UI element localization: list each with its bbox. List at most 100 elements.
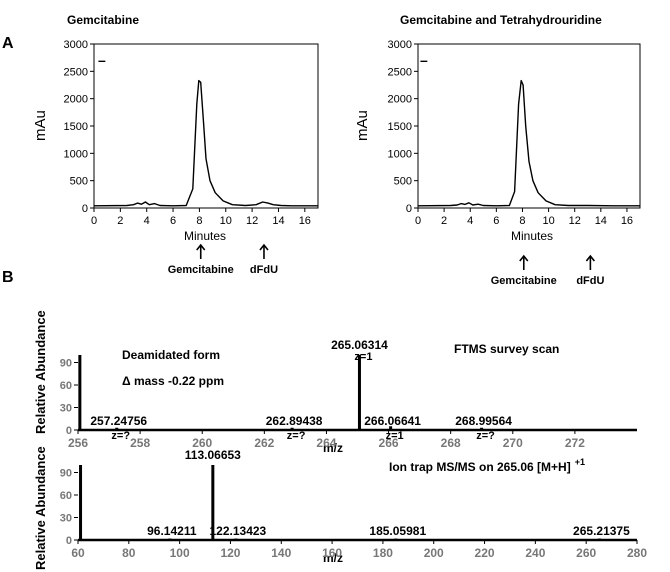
ion-trap-superscript: +1	[575, 457, 585, 467]
hplc-right-xtick-label: 16	[621, 215, 633, 227]
ms-survey-peak-label: 266.06641	[364, 414, 421, 428]
msms-y-label: Relative Abundance	[33, 446, 48, 570]
hplc-right-annotation-dfdu: dFdU	[576, 275, 604, 287]
deamidated-form-label: Deamidated form	[122, 348, 220, 362]
ms-msms-xtick-label: 160	[322, 546, 342, 560]
hplc-right-ytick-label: 1000	[388, 148, 412, 160]
hplc-left-xtick-label: 8	[196, 215, 202, 227]
ms-msms-peak-label: 96.14211	[147, 524, 197, 538]
ms-survey-xtick-label: 270	[503, 436, 523, 450]
ms-msms-peak-label: 122.13423	[210, 524, 267, 538]
ms-msms-xtick-label: 280	[627, 546, 647, 560]
ms-msms-xtick-label: 140	[271, 546, 291, 560]
ms-msms-xtick-label: 60	[71, 546, 85, 560]
ms-msms-xtick-label: 200	[424, 546, 444, 560]
hplc-right-ytick-label: 2000	[388, 94, 412, 106]
ms-survey-ytick-label: 0	[66, 425, 72, 437]
ms-survey-xtick-label: 258	[130, 436, 150, 450]
ms-msms-xtick-label: 100	[170, 546, 190, 560]
ms-survey-peak-charge: z=1	[386, 430, 404, 442]
ms-msms-ytick-label: 0	[66, 535, 72, 547]
ms-y-label: Relative Abundance	[33, 310, 48, 434]
hplc-right-xtick-label: 12	[569, 215, 581, 227]
ms-msms-xtick-label: 220	[475, 546, 495, 560]
hplc-right-trace	[417, 79, 640, 207]
hplc-left-xtick-label: 6	[170, 215, 176, 227]
ms-msms-ytick-label: 30	[60, 513, 72, 525]
left-chart-title: Gemcitabine	[67, 13, 139, 27]
ms-msms-peak-label: 185.05981	[369, 524, 426, 538]
hplc-right-annotation-gemcitabine: Gemcitabine	[491, 275, 557, 287]
panel-a-letter: A	[2, 35, 14, 52]
ms-survey-ytick-label: 60	[60, 380, 72, 392]
mass-error-label: Δ mass -0.22 ppm	[122, 374, 224, 388]
hplc-left-xtick-label: 14	[272, 215, 284, 227]
panel-b-letter: B	[2, 269, 14, 286]
hplc-left-ytick-label: 2000	[64, 94, 88, 106]
hplc-right-xtick-label: 8	[519, 215, 525, 227]
ms-msms-xtick-label: 120	[220, 546, 240, 560]
hplc-right-frame	[417, 43, 641, 209]
hplc-left-ytick-label: 1000	[64, 148, 88, 160]
ms-msms-peak-label: 113.06653	[185, 448, 241, 462]
ms-survey-peak-charge: z=?	[476, 430, 495, 442]
left-y-label: mAu	[32, 110, 49, 141]
hplc-left-xtick-label: 2	[117, 215, 123, 227]
ion-trap-text: Ion trap MS/MS on 265.06 [M+H]	[389, 460, 571, 474]
hplc-left-trace	[93, 79, 318, 207]
hplc-right-xtick-label: 0	[415, 215, 421, 227]
left-legend-mark: –	[98, 52, 106, 68]
hplc-right-xtick-label: 10	[542, 215, 554, 227]
hplc-left-xtick-label: 12	[246, 215, 258, 227]
hplc-left-xtick-label: 16	[299, 215, 311, 227]
hplc-right-ytick-label: 500	[394, 176, 412, 188]
ftms-survey-label: FTMS survey scan	[454, 342, 559, 356]
msms-x-label: m/z	[323, 551, 343, 565]
ms-survey-peak-label: 265.06314	[331, 338, 388, 352]
ms-x-label: m/z	[323, 441, 343, 455]
hplc-left-ytick-label: 2500	[64, 66, 88, 78]
hplc-right-ytick-label: 2500	[388, 66, 412, 78]
ms-survey-peak-charge: z=1	[354, 351, 372, 363]
ms-msms-xtick-label: 180	[373, 546, 393, 560]
right-chart-title: Gemcitabine and Tetrahydrouridine	[400, 13, 602, 27]
hplc-left-annotation-gemcitabine: Gemcitabine	[168, 264, 234, 276]
hplc-left-ytick-label: 3000	[64, 39, 88, 51]
hplc-left-ytick-label: 1500	[64, 121, 88, 133]
ms-survey-xtick-label: 272	[565, 436, 585, 450]
ms-survey-peak-charge: z=?	[287, 430, 306, 442]
hplc-right-xtick-label: 14	[595, 215, 607, 227]
hplc-left-frame	[93, 43, 319, 209]
ms-survey-xtick-label: 256	[68, 436, 88, 450]
hplc-left-annotation-dfdu: dFdU	[250, 264, 278, 276]
hplc-left-xtick-label: 4	[144, 215, 150, 227]
hplc-left-arrow-dfdu-head	[259, 243, 269, 251]
ms-msms-peak-label: 265.21375	[573, 524, 630, 538]
ms-survey-peak-charge: z=?	[111, 430, 130, 442]
ms-survey-ytick-label: 90	[60, 358, 72, 370]
hplc-right-xtick-label: 2	[441, 215, 447, 227]
left-x-label: Minutes	[184, 229, 226, 243]
ion-trap-label: Ion trap MS/MS on 265.06 [M+H] +1	[389, 457, 585, 474]
ms-msms-xtick-label: 80	[122, 546, 136, 560]
ms-survey-ytick-label: 30	[60, 403, 72, 415]
hplc-left-arrow-gemcitabine-head	[196, 243, 206, 251]
hplc-left-xtick-label: 10	[220, 215, 232, 227]
hplc-right-xtick-label: 6	[493, 215, 499, 227]
hplc-right-ytick-label: 3000	[388, 39, 412, 51]
hplc-right-xtick-label: 4	[467, 215, 473, 227]
ms-survey-peak-label: 262.89438	[266, 414, 323, 428]
ms-survey-peak-label: 268.99564	[455, 414, 512, 428]
right-x-label: Minutes	[511, 229, 553, 243]
ms-survey-peak-label: 257.24756	[90, 414, 147, 428]
ms-survey-xtick-label: 260	[192, 436, 212, 450]
hplc-right-ytick-label: 0	[406, 203, 412, 215]
ms-survey-xtick-label: 268	[441, 436, 461, 450]
hplc-right-ytick-label: 1500	[388, 121, 412, 133]
right-y-label: mAu	[354, 110, 371, 141]
ms-msms-ytick-label: 90	[60, 468, 72, 480]
hplc-left-xtick-label: 0	[91, 215, 97, 227]
ms-msms-xtick-label: 240	[525, 546, 545, 560]
